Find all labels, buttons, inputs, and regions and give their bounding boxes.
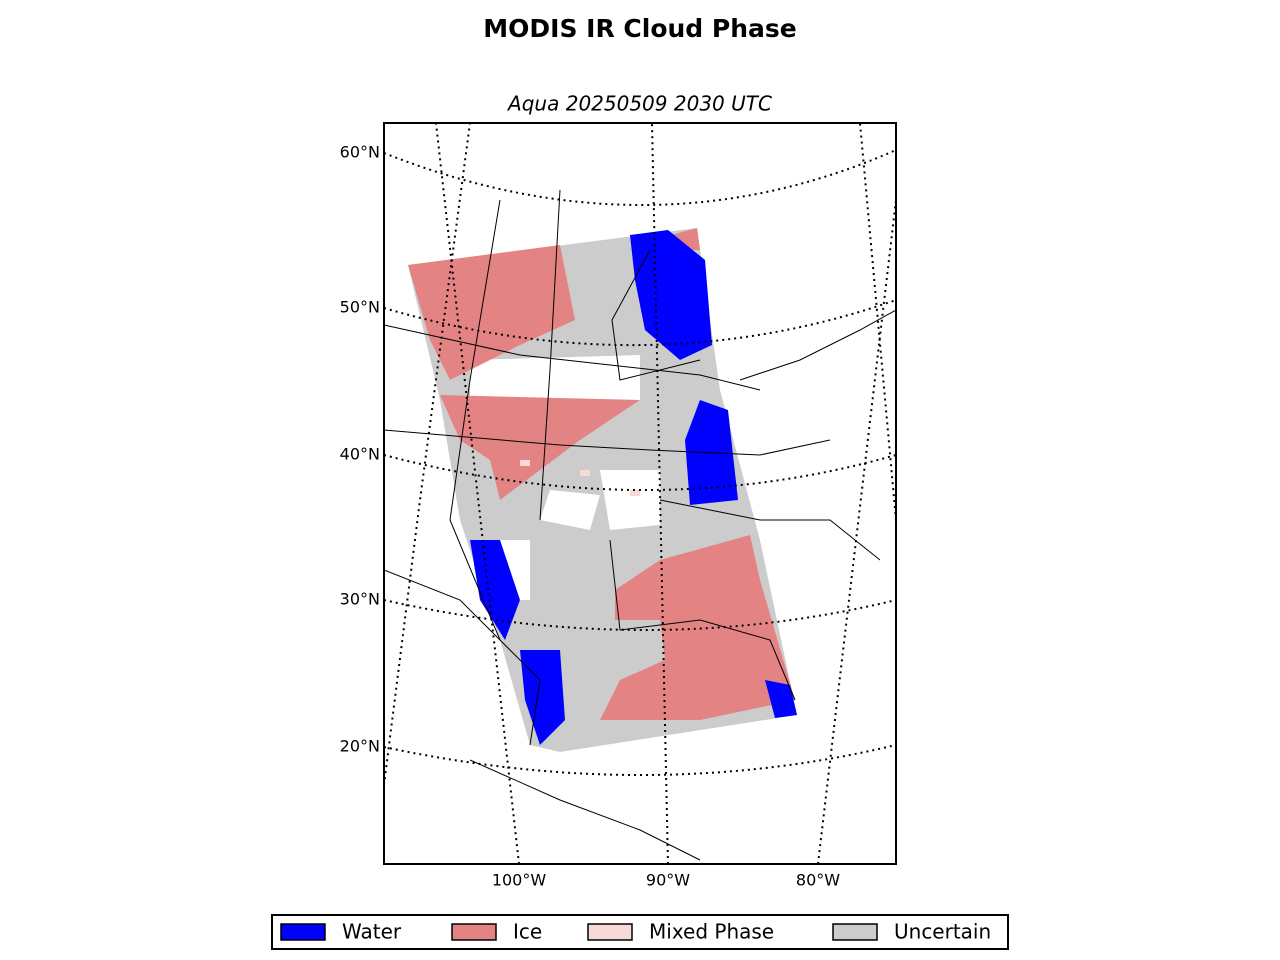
clear-area [600,470,660,530]
legend-label: Ice [513,920,542,944]
map-frame [383,122,897,865]
map [384,123,896,864]
boundary-line [384,324,761,391]
legend-swatch [280,923,326,941]
legend-swatch [451,923,497,941]
latitude-label: 40°N [340,445,380,464]
latitude-line [384,454,896,491]
swath-mixed [580,470,590,476]
boundary-line [659,499,881,561]
boundary-line [539,189,561,521]
swath-ice [440,395,640,500]
swath-ice [600,535,795,720]
latitude-label: 20°N [340,737,380,756]
swath-water [470,540,520,640]
latitude-label: 30°N [340,590,380,609]
longitude-label: 100°W [492,871,547,890]
latitude-label: 50°N [340,298,380,317]
legend-swatch [587,923,633,941]
swath-water [630,230,712,360]
longitude-line [435,123,520,864]
legend-label: Uncertain [894,920,991,944]
boundary-line [739,309,896,381]
legend-swatch [832,923,878,941]
boundary-line [469,759,701,861]
legend-box [271,914,1009,950]
legend-label: Water [342,920,402,944]
longitude-line [859,123,896,521]
title: MODIS IR Cloud Phase [483,14,796,43]
boundary-line [384,569,541,746]
clear-area [540,490,600,530]
legend-label: Mixed Phase [649,920,774,944]
boundary-line [384,429,831,456]
swath-mixed [630,490,640,496]
longitude-label: 90°W [646,871,690,890]
longitude-line [384,123,471,786]
boundary-line [609,539,796,701]
longitude-label: 80°W [796,871,840,890]
latitude-label: 60°N [340,143,380,162]
subtitle: Aqua 20250509 2030 UTC [506,92,772,116]
swath-mixed [520,460,530,466]
swath-water [765,680,797,718]
boundary-line [449,199,501,641]
swath-water [520,650,565,745]
latitude-line [384,299,896,347]
boundary-line [611,249,701,381]
